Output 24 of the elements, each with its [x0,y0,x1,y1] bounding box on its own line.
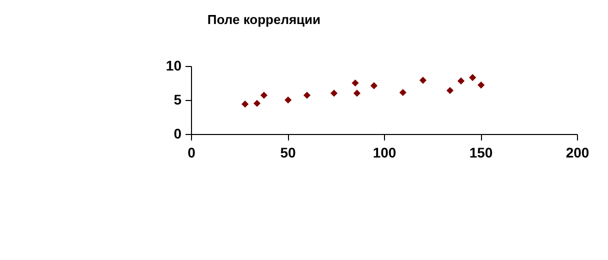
point [419,76,427,84]
point [303,92,311,99]
point [330,90,338,97]
x-tick-label: 50 [280,144,296,160]
point [242,100,249,108]
x-tick-label: 150 [469,144,493,160]
y-tick-label: 10 [166,58,182,74]
x-tick-label: 200 [566,144,590,160]
x-tick-label: 0 [188,144,196,160]
point [353,90,361,97]
x-tick-label: 100 [372,144,396,160]
y-tick-label: 5 [174,92,182,108]
point [253,100,261,107]
point [399,88,406,96]
point [284,96,292,104]
point [260,92,268,99]
y-tick-label: 0 [174,126,182,142]
point [370,82,378,90]
point [457,77,465,84]
point [446,86,454,94]
point [469,74,476,82]
chart-title: Поле корреляции [207,12,321,27]
point [352,79,359,87]
point [478,82,485,89]
